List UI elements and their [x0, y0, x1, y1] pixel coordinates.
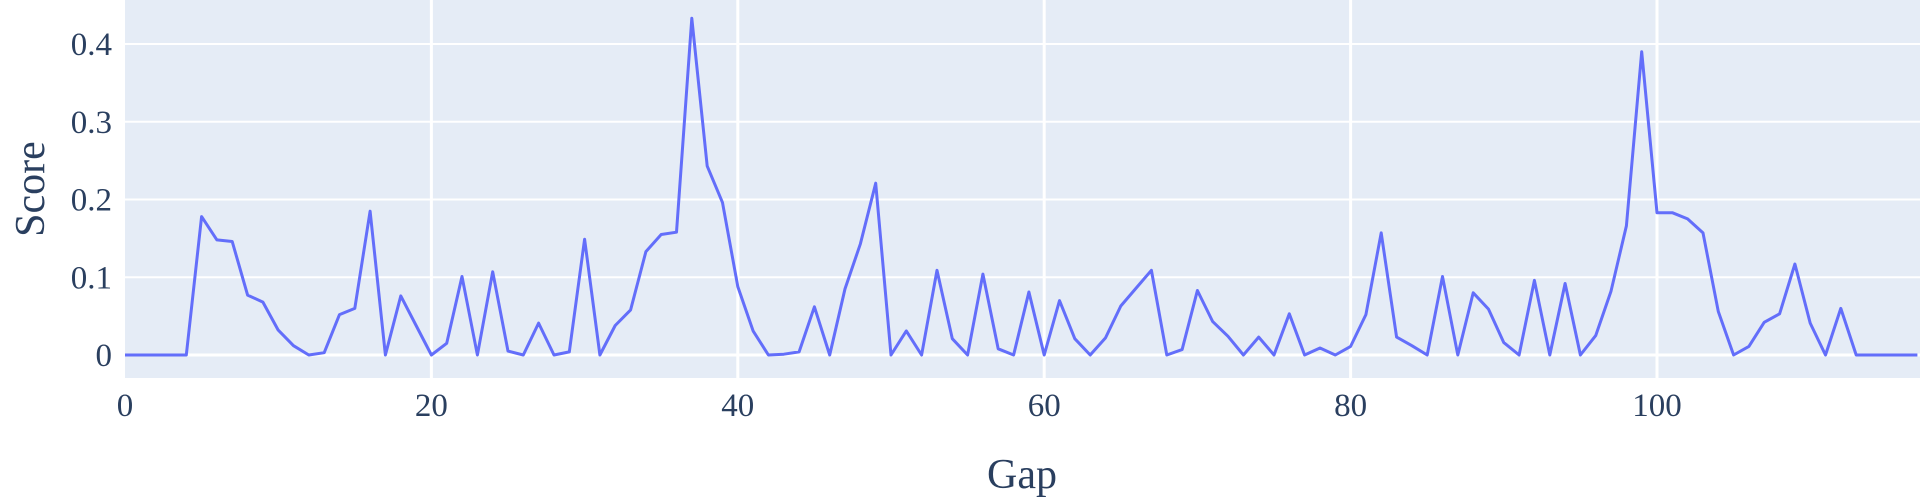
y-tick-label: 0.1: [71, 260, 112, 296]
y-tick-label: 0: [96, 338, 113, 374]
y-tick-labels: 0 0.1 0.2 0.3 0.4: [71, 27, 112, 374]
x-tick-label: 100: [1632, 388, 1682, 424]
x-tick-label: 20: [415, 388, 448, 424]
x-tick-labels: 0 20 40 60 80 100: [117, 388, 1682, 424]
y-axis-title: Score: [8, 141, 54, 237]
x-gridlines: [429, 0, 1659, 378]
x-tick-label: 60: [1028, 388, 1061, 424]
y-gridlines: [125, 43, 1920, 357]
x-axis-title: Gap: [987, 452, 1057, 498]
y-tick-label: 0.2: [71, 183, 112, 219]
series-line: [125, 16, 1918, 357]
x-tick-label: 80: [1334, 388, 1367, 424]
y-tick-label: 0.3: [71, 105, 112, 141]
x-tick-label: 40: [721, 388, 754, 424]
x-tick-label: 0: [117, 388, 134, 424]
y-tick-label: 0.4: [71, 27, 112, 63]
